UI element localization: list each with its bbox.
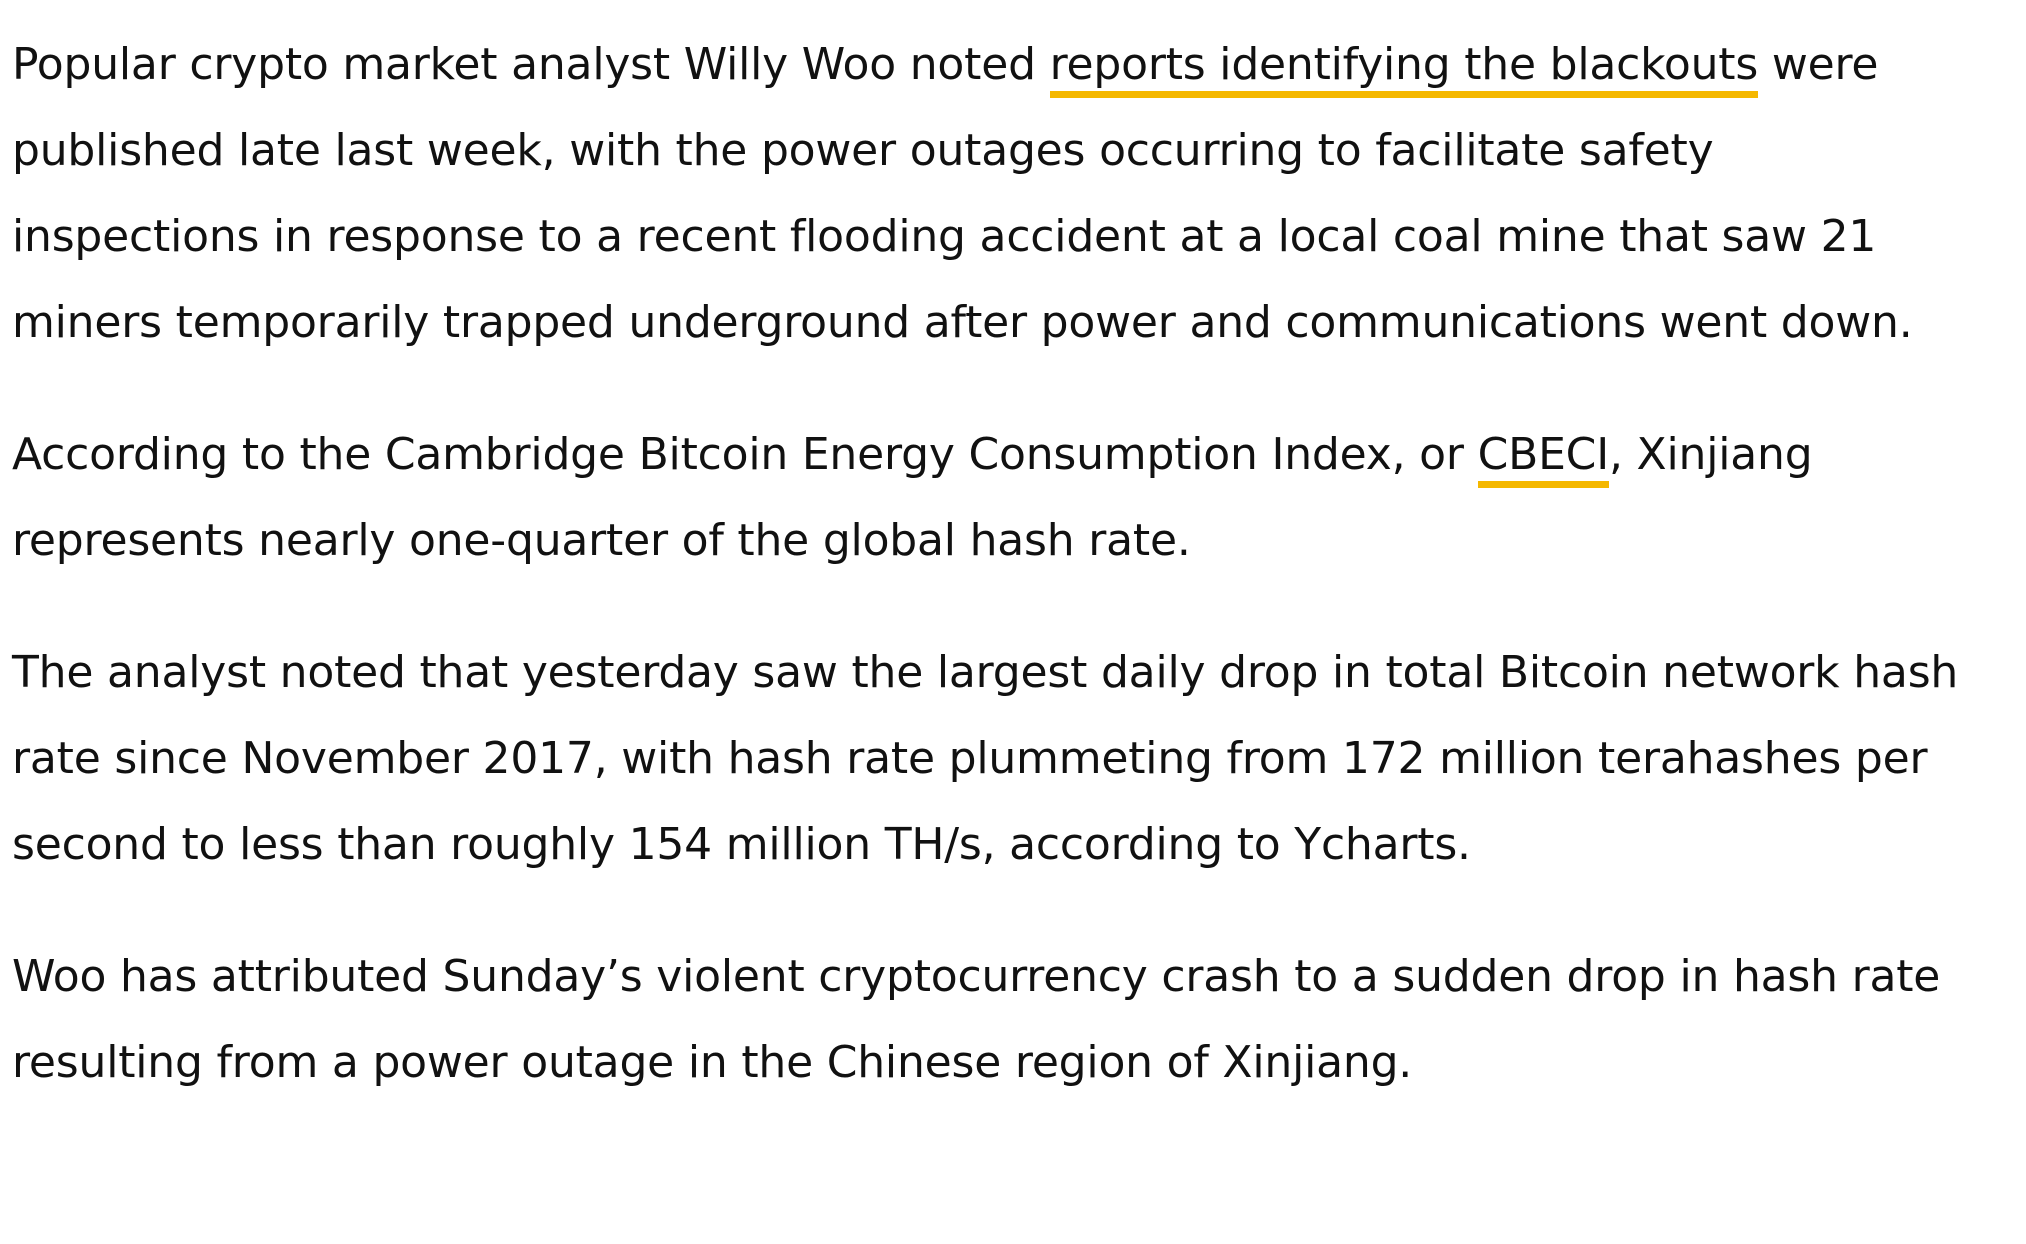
cbeci-link[interactable]: CBECI	[1477, 429, 1609, 488]
paragraph-4: Woo has attributed Sunday’s violent cryp…	[12, 934, 1972, 1106]
paragraph-4-text: Woo has attributed Sunday’s violent cryp…	[12, 951, 1941, 1088]
paragraph-2: According to the Cambridge Bitcoin Energ…	[12, 412, 1972, 584]
reports-link[interactable]: reports identifying the blackouts	[1049, 39, 1758, 98]
paragraph-3: The analyst noted that yesterday saw the…	[12, 630, 1972, 888]
paragraph-1-text-start: Popular crypto market analyst Willy Woo …	[12, 39, 1050, 90]
paragraph-1-text-end: were published late last week, with the …	[12, 39, 1913, 348]
paragraph-1: Popular crypto market analyst Willy Woo …	[12, 22, 1972, 366]
paragraph-3-text: The analyst noted that yesterday saw the…	[12, 647, 1959, 870]
paragraph-2-text-start: According to the Cambridge Bitcoin Energ…	[12, 429, 1478, 480]
paragraph-2-text-end: , Xinjiang represents nearly one-quarter…	[12, 429, 1813, 566]
article-body: Popular crypto market analyst Willy Woo …	[12, 22, 1972, 1152]
